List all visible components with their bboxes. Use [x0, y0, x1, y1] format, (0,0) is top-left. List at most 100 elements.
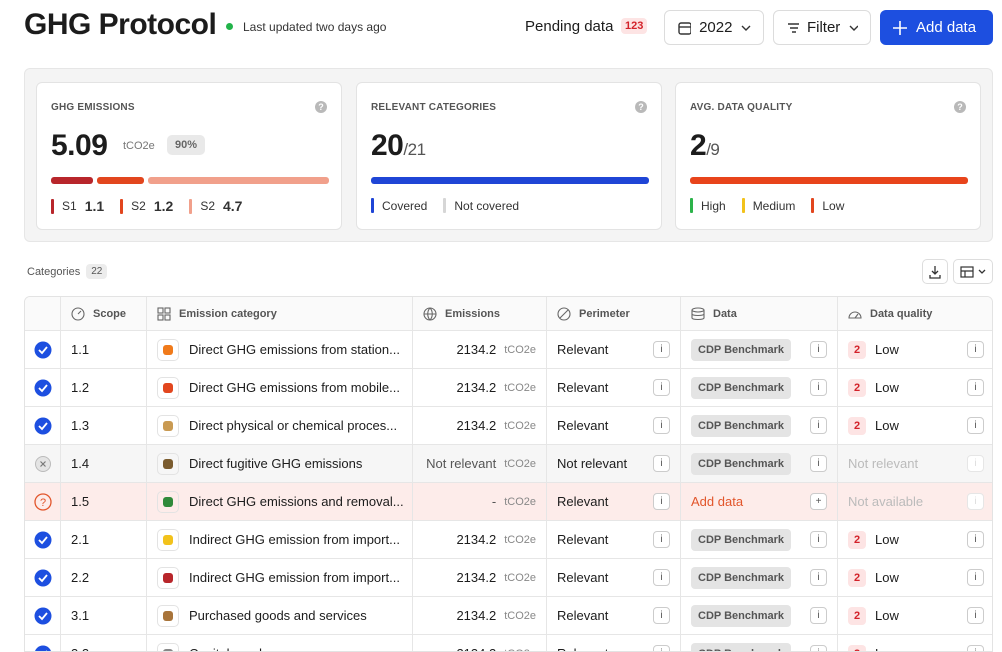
data-source[interactable]: CDP Benchmark	[691, 528, 791, 551]
header-cell[interactable]: Emissions	[413, 297, 547, 330]
status-cell	[25, 369, 61, 406]
info-button[interactable]: i	[653, 417, 670, 434]
table-row[interactable]: 1.4 Direct fugitive GHG emissions Not rele…	[25, 445, 992, 483]
column-icon	[71, 306, 85, 321]
table-row[interactable]: 3.2Capital goods2134.2tCO2eRelevantiCDP …	[25, 635, 992, 652]
emissions-cell: 2134.2 tCO2e	[413, 331, 547, 368]
view-button[interactable]	[953, 259, 993, 284]
info-button[interactable]: i	[653, 569, 670, 586]
info-button[interactable]: i	[653, 455, 670, 472]
data-source[interactable]: CDP Benchmark	[691, 604, 791, 627]
card-legend: S1 1.1 S2 1.2 S2 4.7	[51, 198, 258, 214]
table-row[interactable]: 2.1 Indirect GHG emission from import... 2…	[25, 521, 992, 559]
table-row[interactable]: ? 1.5 Direct GHG emissions and removal... -…	[25, 483, 992, 521]
pending-label[interactable]: Pending data	[525, 18, 614, 35]
info-button[interactable]: i	[810, 417, 827, 434]
year-value: 2022	[699, 19, 733, 36]
emissions: 2134.2	[456, 532, 497, 547]
status-icon[interactable]	[34, 569, 52, 587]
column-icon	[157, 306, 171, 321]
legend-name: High	[701, 198, 726, 213]
filter-button[interactable]: Filter	[773, 10, 871, 45]
info-button[interactable]: i	[967, 455, 984, 472]
scope: 1.2	[61, 369, 147, 406]
info-button[interactable]: i	[967, 645, 984, 651]
info-button[interactable]: i	[653, 645, 670, 651]
perimeter-cell: Relevant i	[547, 331, 681, 368]
add-data-button[interactable]: Add data	[880, 10, 993, 45]
info-button[interactable]: i	[967, 379, 984, 396]
help-icon[interactable]: ?	[954, 101, 966, 113]
info-button[interactable]: i	[653, 531, 670, 548]
status-icon[interactable]: ?	[33, 492, 52, 511]
unit: tCO2e	[504, 648, 536, 652]
quality-score: 2	[848, 644, 866, 651]
info-button[interactable]: i	[810, 531, 827, 548]
card-label: RELEVANT CATEGORIES	[371, 102, 497, 113]
info-button[interactable]: i	[967, 531, 984, 548]
header-cell[interactable]: Perimeter	[547, 297, 681, 330]
help-icon[interactable]: ?	[315, 101, 327, 113]
data-source[interactable]: CDP Benchmark	[691, 566, 791, 589]
category-icon	[157, 528, 179, 551]
header-cell	[25, 297, 61, 330]
unit: tCO2e	[504, 343, 536, 356]
info-button[interactable]: i	[810, 455, 827, 472]
column-title: Emissions	[445, 307, 501, 320]
header-cell[interactable]: Scope	[61, 297, 147, 330]
help-icon[interactable]: ?	[635, 101, 647, 113]
table-row[interactable]: 3.1 Purchased goods and services 2134.2 tCO…	[25, 597, 992, 635]
info-button[interactable]: i	[653, 493, 670, 510]
info-button[interactable]: i	[967, 607, 984, 624]
info-button[interactable]: i	[810, 569, 827, 586]
category-cell: Direct physical or chemical proces...	[147, 407, 413, 444]
status-icon[interactable]	[34, 645, 52, 652]
column-icon	[848, 310, 862, 319]
quality-cell: 2 Low i	[838, 597, 992, 634]
data-cell: CDP Benchmark i	[681, 331, 838, 368]
data-source[interactable]: CDP Benchmark	[691, 376, 791, 399]
status-icon[interactable]	[34, 607, 52, 625]
status-icon[interactable]	[34, 455, 52, 473]
add-data-link[interactable]: Add data	[691, 494, 744, 509]
year-select[interactable]: 2022	[664, 10, 764, 45]
status-icon[interactable]	[34, 417, 52, 435]
unit: tCO2e	[504, 571, 536, 584]
info-button[interactable]: i	[810, 645, 827, 651]
info-button[interactable]: i	[967, 569, 984, 586]
header-cell[interactable]: Data	[681, 297, 838, 330]
data-source[interactable]: CDP Benchmark	[691, 452, 791, 475]
table-row[interactable]: 1.3 Direct physical or chemical proces...…	[25, 407, 992, 445]
info-button[interactable]: i	[653, 607, 670, 624]
data-source[interactable]: CDP Benchmark	[691, 338, 791, 361]
info-button[interactable]: i	[967, 417, 984, 434]
quality-score: 2	[848, 530, 866, 549]
info-button[interactable]: i	[810, 607, 827, 624]
icon-glyph	[163, 496, 173, 507]
scope-segment	[51, 177, 94, 184]
category-icon	[157, 566, 179, 589]
info-button[interactable]: i	[967, 341, 984, 358]
category: Direct GHG emissions from station...	[189, 342, 400, 357]
info-button[interactable]: i	[967, 493, 984, 510]
data-cell: CDP Benchmark i	[681, 597, 838, 634]
data-source[interactable]: CDP Benchmark	[691, 642, 791, 651]
status-icon[interactable]	[34, 531, 52, 549]
info-button[interactable]: i	[810, 341, 827, 358]
status-icon[interactable]	[34, 379, 52, 397]
add-button[interactable]: +	[810, 493, 827, 510]
card-unit: tCO2e	[123, 140, 155, 152]
header-cell[interactable]: Emission category	[147, 297, 413, 330]
info-button[interactable]: i	[653, 341, 670, 358]
table-row[interactable]: 2.2 Indirect GHG emission from import... 2…	[25, 559, 992, 597]
quality-cell: 2 Low i	[838, 407, 992, 444]
filter-icon	[788, 22, 799, 33]
info-button[interactable]: i	[653, 379, 670, 396]
table-row[interactable]: 1.1 Direct GHG emissions from station... 2…	[25, 331, 992, 369]
info-button[interactable]: i	[810, 379, 827, 396]
header-cell[interactable]: Data quality	[838, 297, 992, 330]
status-icon[interactable]	[34, 341, 52, 359]
download-button[interactable]	[922, 259, 948, 284]
data-source[interactable]: CDP Benchmark	[691, 414, 791, 437]
table-row[interactable]: 1.2 Direct GHG emissions from mobile... 21…	[25, 369, 992, 407]
